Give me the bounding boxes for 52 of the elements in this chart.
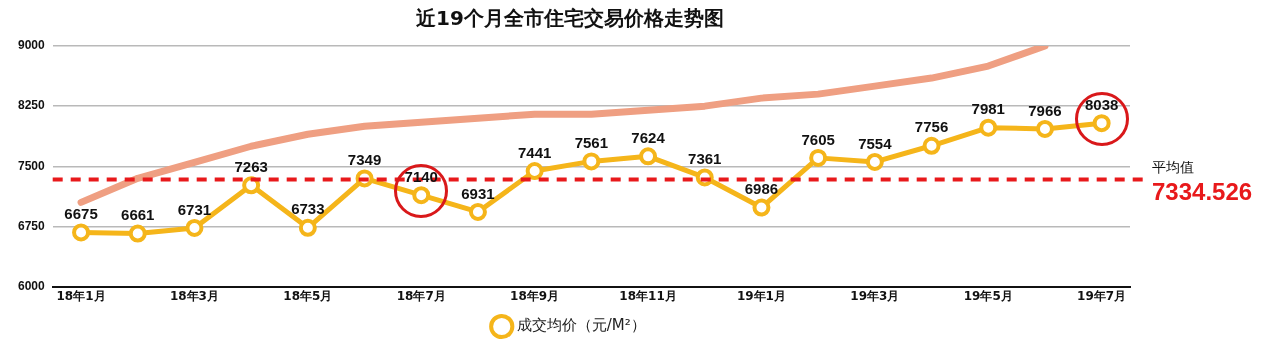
point xyxy=(128,224,147,243)
point xyxy=(809,148,828,167)
data-label: 6731 xyxy=(177,200,212,218)
data-label: 6931 xyxy=(461,184,495,202)
ref-line-label: 平均值 xyxy=(1152,159,1194,176)
y-tick-label: 6000 xyxy=(17,278,46,293)
point xyxy=(468,202,487,221)
point xyxy=(525,162,544,181)
point xyxy=(298,218,317,237)
data-label: 7561 xyxy=(574,134,609,152)
data-label: 6661 xyxy=(121,206,155,224)
point xyxy=(639,147,658,166)
text: 7334.526 xyxy=(1152,178,1253,206)
point xyxy=(752,198,771,217)
data-label: 8038 xyxy=(1084,95,1119,113)
data-label: 7554 xyxy=(858,134,893,152)
x-tick-label: 19年3月 xyxy=(850,288,900,303)
point xyxy=(72,223,91,242)
x-tick-label: 18年5月 xyxy=(283,288,333,303)
data-label: 7624 xyxy=(631,129,666,146)
data-label: 6986 xyxy=(744,180,779,198)
x-tick-label: 18年3月 xyxy=(169,288,219,303)
data-label: 7966 xyxy=(1028,101,1062,119)
point xyxy=(979,118,998,137)
point xyxy=(922,136,941,155)
data-label: 6733 xyxy=(291,200,325,218)
data-label: 7349 xyxy=(347,151,382,169)
data-label: 7140 xyxy=(404,167,438,185)
data-label: 7605 xyxy=(801,130,835,148)
y-tick-label: 6750 xyxy=(17,218,46,233)
data-label: 7756 xyxy=(914,118,949,136)
legend-label: 成交均价（元/M²） xyxy=(516,316,646,335)
y-tick-label: 7500 xyxy=(17,158,46,173)
point xyxy=(1035,119,1054,138)
point xyxy=(865,152,884,171)
x-tick-label: 18年11月 xyxy=(619,288,677,303)
data-label: 7441 xyxy=(517,143,552,161)
data-label: 7361 xyxy=(688,150,722,168)
x-tick-label: 19年7月 xyxy=(1077,288,1127,303)
data-label: 7981 xyxy=(971,100,1005,118)
y-tick-label: 8250 xyxy=(17,98,46,113)
x-tick-label: 18年9月 xyxy=(510,288,560,303)
x-tick-label: 19年1月 xyxy=(736,288,786,303)
y-tick-label: 9000 xyxy=(17,38,46,53)
chart-title: 近19个月全市住宅交易价格走势图 xyxy=(415,6,724,31)
x-tick-label: 18年7月 xyxy=(396,288,446,303)
data-label: 6675 xyxy=(64,205,98,223)
data-label: 7263 xyxy=(234,157,268,175)
point xyxy=(185,218,204,237)
point xyxy=(582,152,601,171)
x-tick-label: 19年5月 xyxy=(963,288,1013,303)
x-tick-label: 18年1月 xyxy=(56,288,106,303)
